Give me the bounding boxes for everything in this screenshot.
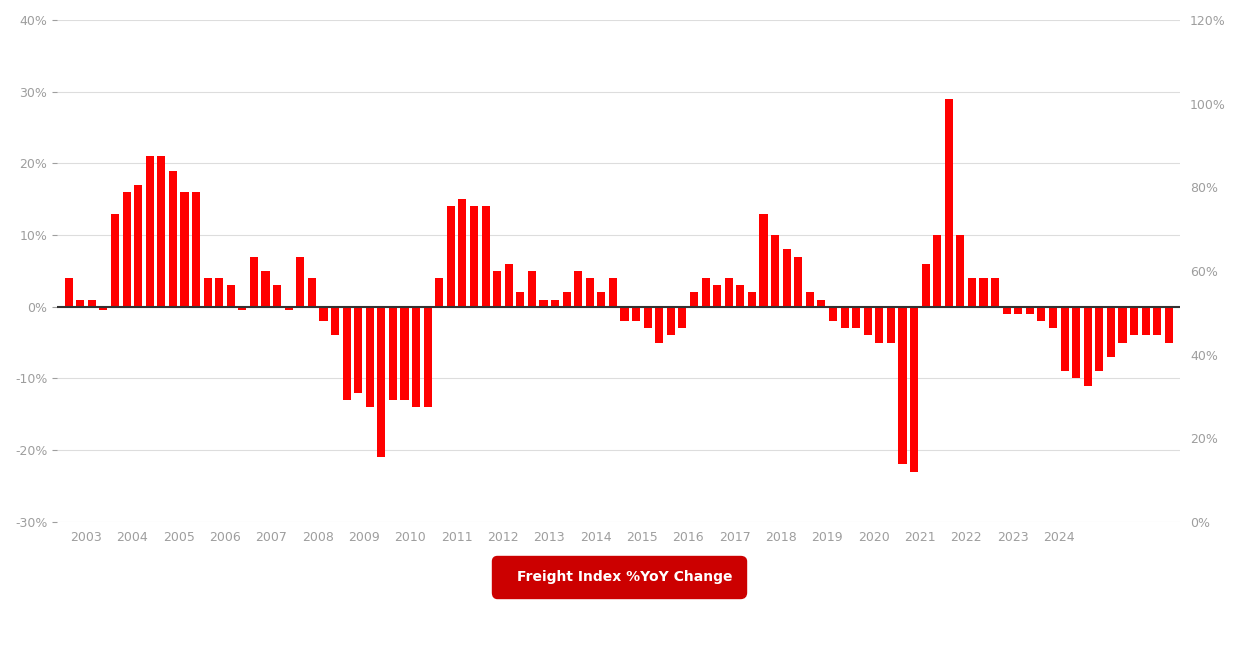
Bar (597, 292, 606, 307)
Bar (840, 307, 849, 328)
Bar (575, 271, 582, 307)
Bar (1003, 307, 1010, 314)
Bar (829, 307, 836, 321)
Bar (540, 299, 547, 307)
Bar (284, 307, 293, 310)
Bar (412, 307, 421, 407)
Bar (238, 307, 247, 310)
Bar (1107, 307, 1114, 357)
Bar (319, 307, 328, 321)
Bar (1083, 307, 1092, 386)
Bar (736, 285, 745, 307)
Bar (794, 257, 802, 307)
Bar (366, 307, 374, 407)
Bar (1072, 307, 1080, 379)
Bar (690, 292, 699, 307)
Bar (1142, 307, 1149, 335)
Bar (331, 307, 339, 335)
Bar (169, 170, 177, 307)
Bar (957, 235, 964, 307)
Bar (423, 307, 432, 407)
Bar (297, 257, 304, 307)
Bar (134, 185, 143, 307)
Bar (215, 278, 223, 307)
Bar (818, 299, 825, 307)
Bar (180, 192, 189, 307)
Bar (562, 292, 571, 307)
Bar (864, 307, 871, 335)
Bar (875, 307, 884, 342)
Bar (527, 271, 536, 307)
Bar (1037, 307, 1045, 321)
Bar (401, 307, 408, 400)
Bar (354, 307, 362, 393)
Bar (701, 278, 710, 307)
Bar (123, 192, 130, 307)
Bar (609, 278, 617, 307)
Bar (644, 307, 652, 328)
Bar (1153, 307, 1162, 335)
Bar (771, 235, 779, 307)
Bar (145, 156, 154, 307)
Bar (88, 299, 96, 307)
Legend: Freight Index %YoY Change: Freight Index %YoY Change (498, 561, 741, 592)
Bar (944, 99, 953, 307)
Bar (343, 307, 351, 400)
Bar (679, 307, 686, 328)
Bar (262, 271, 269, 307)
Bar (204, 278, 212, 307)
Bar (99, 307, 108, 310)
Bar (1165, 307, 1173, 342)
Bar (65, 278, 73, 307)
Bar (759, 213, 768, 307)
Bar (783, 250, 791, 307)
Bar (1026, 307, 1034, 314)
Bar (1131, 307, 1138, 335)
Bar (714, 285, 721, 307)
Bar (1014, 307, 1023, 314)
Bar (853, 307, 860, 328)
Bar (666, 307, 675, 335)
Bar (110, 213, 119, 307)
Bar (505, 264, 513, 307)
Bar (551, 299, 560, 307)
Bar (922, 264, 930, 307)
Bar (516, 292, 525, 307)
Bar (1061, 307, 1069, 372)
Bar (632, 307, 640, 321)
Bar (898, 307, 906, 464)
Bar (76, 299, 84, 307)
Bar (447, 206, 455, 307)
Bar (273, 285, 282, 307)
Bar (620, 307, 629, 321)
Bar (748, 292, 756, 307)
Bar (1118, 307, 1127, 342)
Bar (493, 271, 501, 307)
Bar (968, 278, 975, 307)
Bar (227, 285, 235, 307)
Bar (308, 278, 316, 307)
Bar (910, 307, 918, 471)
Bar (992, 278, 999, 307)
Bar (192, 192, 200, 307)
Bar (458, 199, 467, 307)
Bar (436, 278, 443, 307)
Bar (158, 156, 165, 307)
Bar (586, 278, 594, 307)
Bar (482, 206, 490, 307)
Bar (805, 292, 814, 307)
Bar (1096, 307, 1103, 372)
Bar (470, 206, 478, 307)
Bar (725, 278, 733, 307)
Bar (655, 307, 664, 342)
Bar (1049, 307, 1057, 328)
Bar (388, 307, 397, 400)
Bar (249, 257, 258, 307)
Bar (887, 307, 895, 342)
Bar (979, 278, 988, 307)
Bar (377, 307, 386, 457)
Bar (933, 235, 941, 307)
